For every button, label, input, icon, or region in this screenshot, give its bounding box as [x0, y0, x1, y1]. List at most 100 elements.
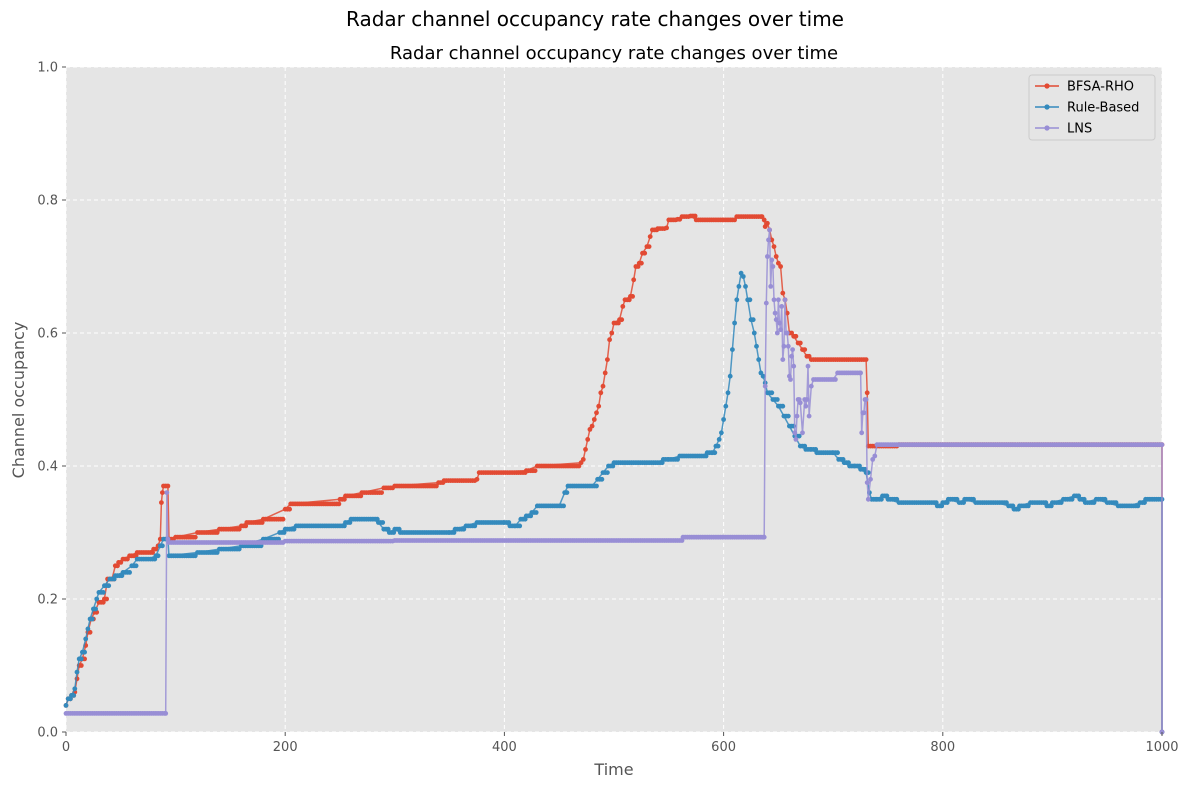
data-point [642, 250, 648, 256]
data-point [793, 437, 799, 442]
data-point [835, 450, 840, 456]
data-point [605, 470, 610, 475]
data-point [472, 523, 478, 529]
x-tick-label: 0 [62, 740, 70, 755]
series-layer [63, 213, 1165, 735]
data-point [63, 703, 69, 708]
data-point [808, 383, 814, 389]
data-point [605, 357, 610, 362]
data-point [761, 217, 767, 223]
data-point [72, 686, 78, 692]
data-point [797, 400, 803, 406]
data-point [756, 357, 762, 362]
data-point [280, 516, 286, 522]
data-point [192, 534, 198, 540]
y-axis-label: Channel occupancy [9, 322, 28, 479]
data-point [83, 636, 89, 642]
data-point [730, 347, 735, 352]
data-point [589, 423, 595, 429]
x-tick-label: 600 [711, 740, 736, 755]
data-point [599, 476, 605, 482]
data-point [517, 523, 523, 529]
data-point [769, 237, 775, 243]
data-point [865, 496, 871, 502]
data-point [609, 330, 615, 336]
data-point [806, 413, 812, 419]
data-point [736, 284, 742, 289]
data-point [872, 453, 878, 459]
data-point [789, 353, 794, 359]
series-lns [63, 227, 1165, 735]
data-point [780, 290, 786, 296]
data-point [769, 390, 775, 396]
data-point [750, 317, 756, 323]
x-axis-label: Time [593, 760, 633, 779]
data-point [784, 330, 790, 336]
data-point [620, 304, 626, 309]
data-point [721, 417, 726, 422]
x-tick-label: 1000 [1145, 740, 1178, 755]
data-point [773, 254, 779, 259]
data-point [692, 213, 698, 219]
data-point [778, 264, 783, 269]
data-point [765, 254, 770, 259]
y-tick-labels: 0.0 0.2 0.4 0.6 0.8 1.0 [37, 61, 66, 741]
data-point [598, 390, 604, 396]
data-point [631, 277, 637, 283]
data-point [788, 377, 793, 382]
data-point [863, 397, 869, 402]
data-point [765, 220, 770, 226]
data-point [774, 330, 780, 336]
data-point [761, 534, 767, 540]
data-point [715, 443, 721, 449]
data-point [740, 274, 746, 279]
data-point [780, 403, 786, 409]
data-point [93, 606, 98, 612]
data-point [675, 457, 680, 462]
data-point [276, 536, 281, 542]
grid-lines [65, 66, 1163, 733]
data-point [159, 500, 164, 505]
data-point [754, 343, 759, 349]
data-point [564, 490, 570, 495]
data-point [74, 669, 80, 675]
y-tick-label: 0.0 [37, 726, 58, 741]
data-point [82, 649, 87, 655]
data-point [858, 370, 863, 376]
data-point [533, 510, 539, 515]
data-point [767, 227, 772, 233]
data-point [474, 476, 480, 482]
data-point [778, 327, 783, 333]
data-point [797, 340, 803, 346]
chart-title: Radar channel occupancy rate changes ove… [390, 43, 838, 64]
data-point [163, 711, 169, 716]
data-point [803, 403, 809, 409]
data-point [805, 363, 811, 369]
legend-label: Rule-Based [1067, 101, 1139, 116]
data-point [379, 490, 384, 495]
data-point [607, 337, 612, 343]
data-point [94, 596, 100, 602]
data-point [760, 373, 766, 379]
data-point [580, 457, 586, 462]
data-point [214, 550, 220, 555]
data-point [771, 297, 777, 303]
legend-label: BFSA-RHO [1067, 80, 1134, 95]
data-point [781, 343, 787, 349]
data-point [160, 490, 165, 495]
data-point [863, 357, 869, 362]
data-point [802, 347, 808, 352]
data-point [591, 417, 597, 422]
data-point [727, 373, 733, 379]
data-point [434, 483, 439, 489]
data-point [793, 333, 799, 339]
data-point [777, 320, 782, 326]
data-point [619, 317, 625, 323]
data-point [106, 583, 112, 589]
y-tick-label: 0.2 [37, 593, 58, 608]
data-point [87, 629, 93, 635]
x-tick-labels: 0 200 400 600 800 1000 [62, 732, 1179, 755]
data-point [585, 437, 591, 442]
data-point [766, 237, 771, 243]
